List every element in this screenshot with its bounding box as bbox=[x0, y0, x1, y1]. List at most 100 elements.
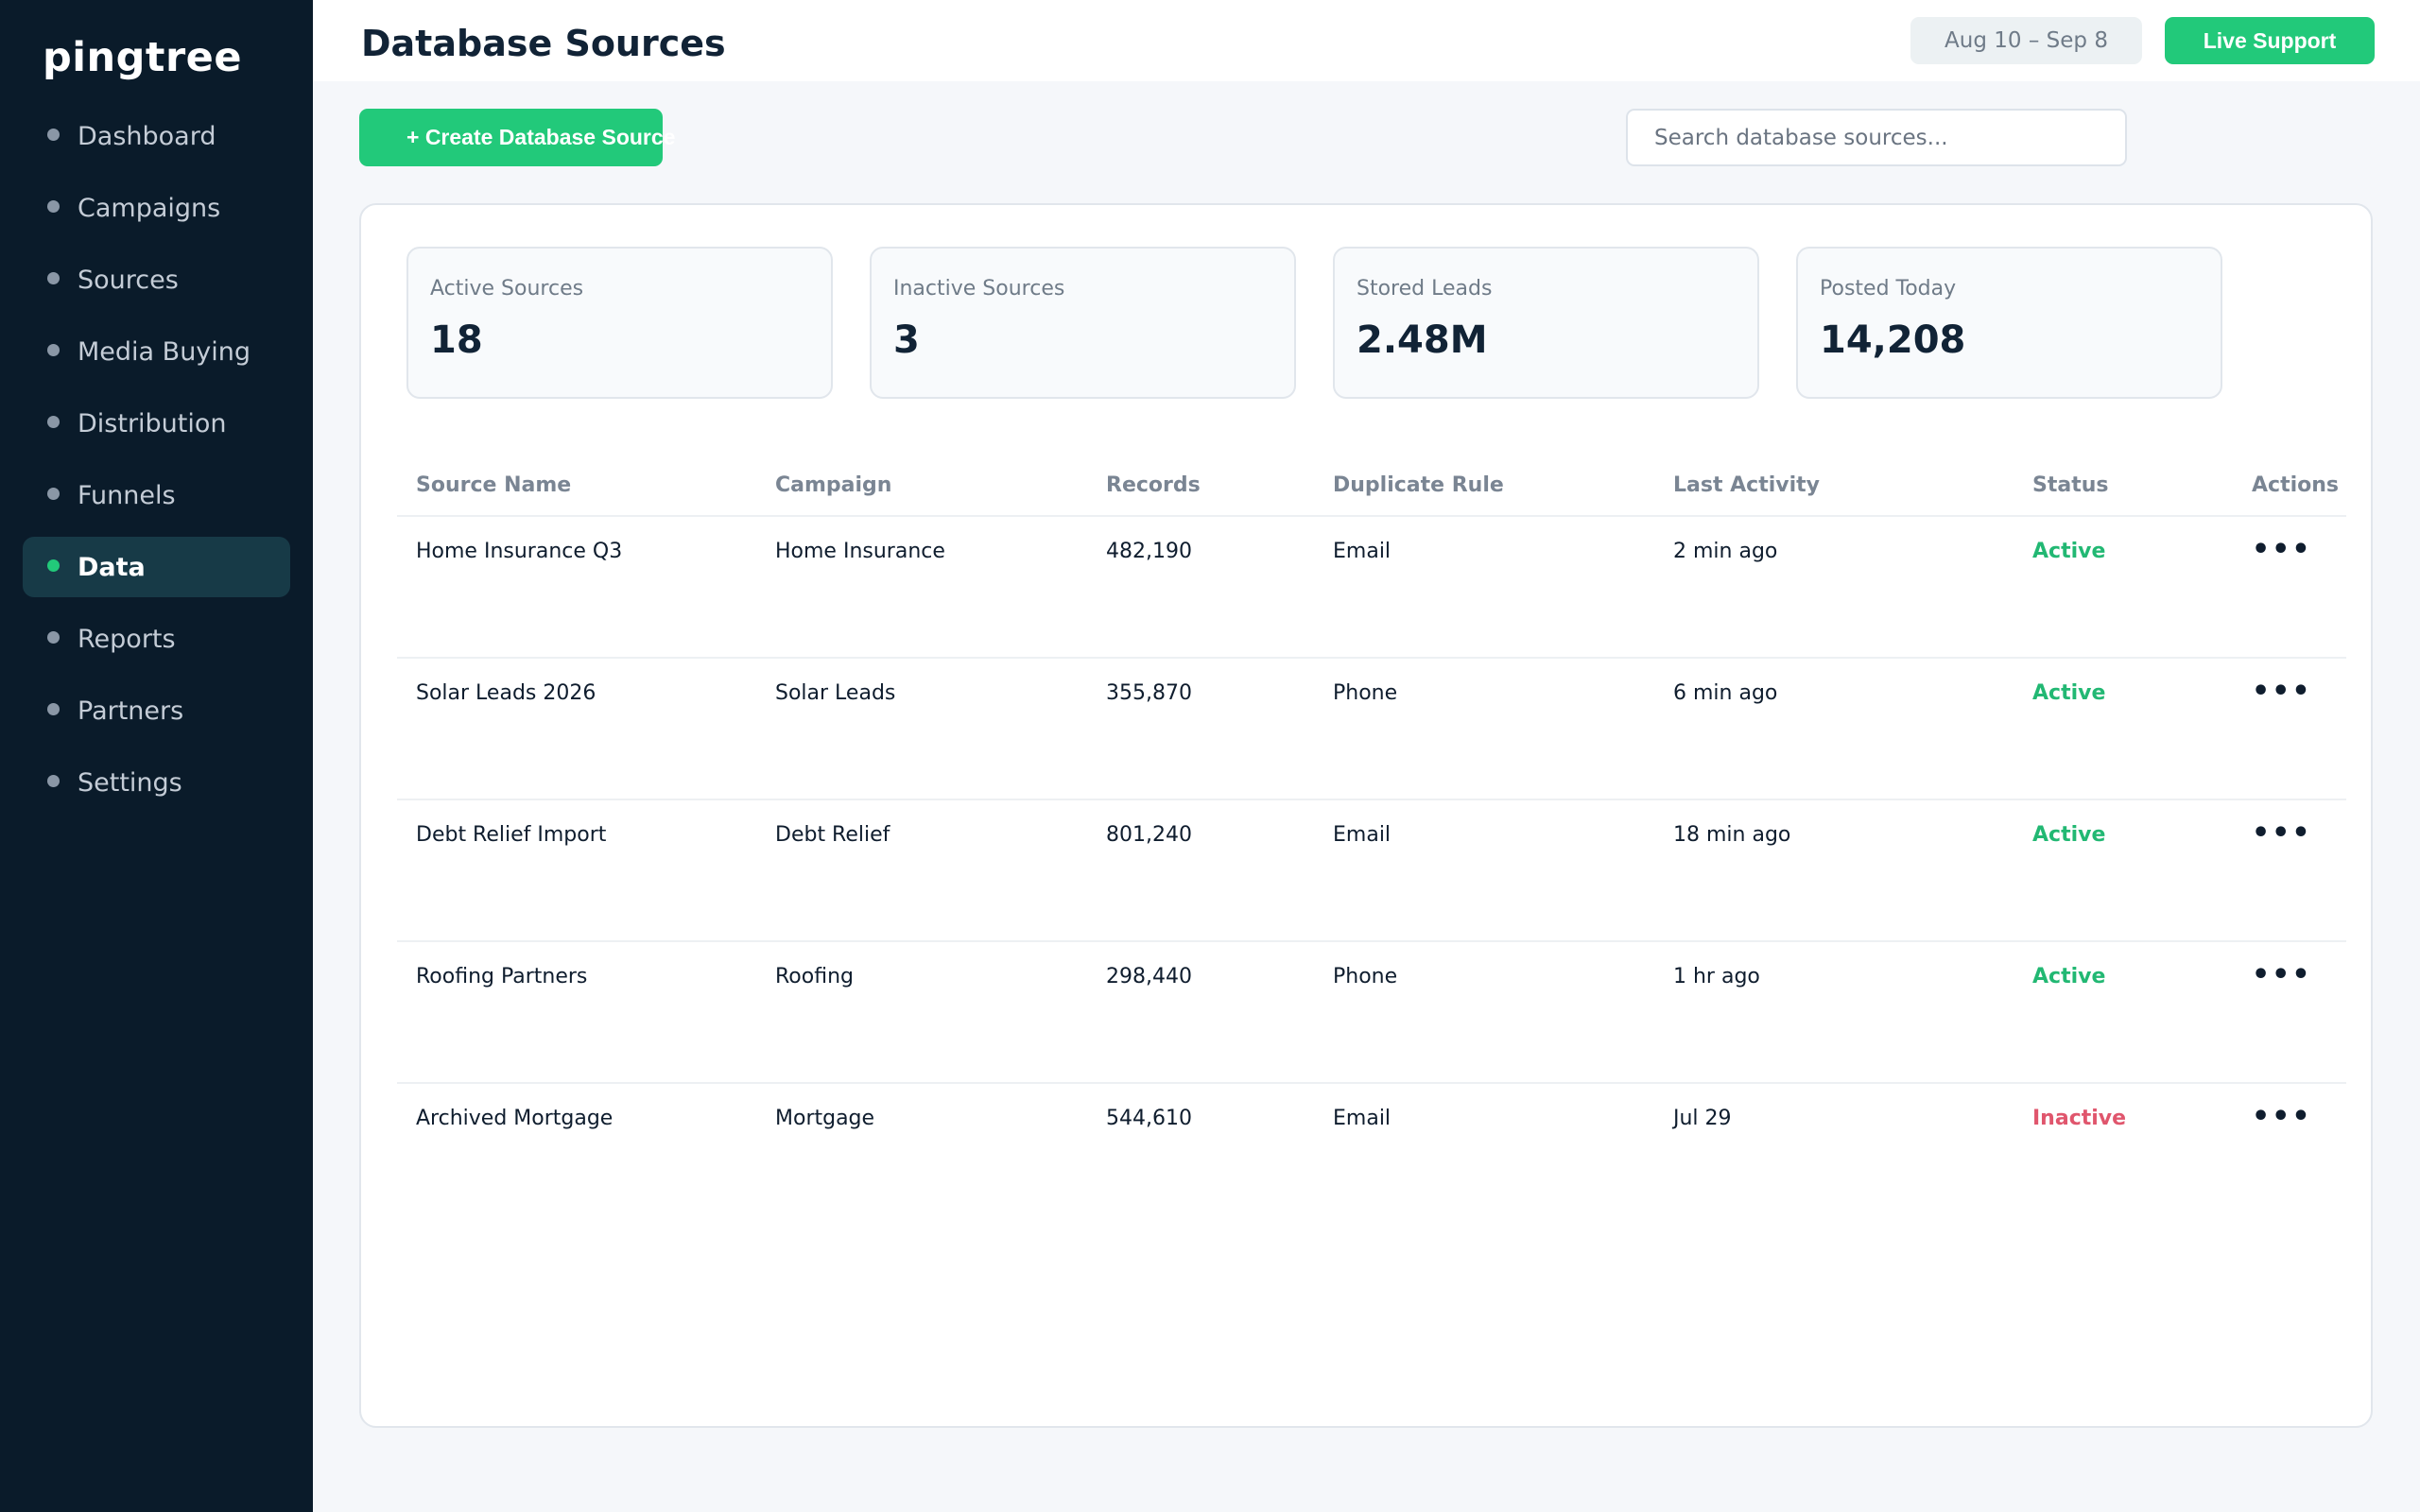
bullet-icon bbox=[47, 200, 60, 213]
stat-card-inactive-sources: Inactive Sources 3 bbox=[870, 247, 1296, 399]
sidebar-item-sources[interactable]: Sources bbox=[23, 249, 290, 310]
sidebar-item-label: Sources bbox=[78, 265, 179, 295]
column-header-campaign[interactable]: Campaign bbox=[775, 473, 892, 497]
cell-last-activity: 6 min ago bbox=[1673, 681, 1778, 705]
database-sources-table: Source Name Campaign Records Duplicate R… bbox=[397, 451, 2346, 1226]
sidebar-item-data[interactable]: Data bbox=[23, 537, 290, 597]
sidebar-item-media-buying[interactable]: Media Buying bbox=[23, 321, 290, 382]
cell-duplicate-rule: Email bbox=[1333, 1107, 1392, 1130]
cell-last-activity: 1 hr ago bbox=[1673, 965, 1760, 988]
status-badge: Inactive bbox=[2032, 1107, 2127, 1130]
sidebar-item-partners[interactable]: Partners bbox=[23, 680, 290, 741]
sidebar-item-label: Dashboard bbox=[78, 121, 216, 151]
database-sources-card: Active Sources 18 Inactive Sources 3 Sto… bbox=[359, 203, 2373, 1428]
cell-campaign: Mortgage bbox=[775, 1107, 875, 1130]
stat-value: 18 bbox=[430, 318, 483, 362]
date-range-picker[interactable]: Aug 10 – Sep 8 bbox=[1910, 17, 2142, 64]
bullet-icon bbox=[47, 344, 60, 356]
sidebar-nav: Dashboard Campaigns Sources Media Buying… bbox=[23, 106, 290, 824]
table-row[interactable]: Debt Relief Import Debt Relief 801,240 E… bbox=[397, 800, 2346, 942]
sidebar-item-settings[interactable]: Settings bbox=[23, 752, 290, 813]
sidebar-item-label: Settings bbox=[78, 767, 182, 798]
stat-label: Active Sources bbox=[430, 277, 584, 301]
sidebar-item-dashboard[interactable]: Dashboard bbox=[23, 106, 290, 166]
stat-card-posted-today: Posted Today 14,208 bbox=[1796, 247, 2222, 399]
cell-source-name: Debt Relief Import bbox=[416, 823, 607, 847]
bullet-icon bbox=[47, 703, 60, 715]
bullet-icon bbox=[47, 631, 60, 644]
cell-last-activity: 2 min ago bbox=[1673, 540, 1778, 563]
search-input[interactable] bbox=[1626, 109, 2127, 166]
cell-records: 355,870 bbox=[1106, 681, 1192, 705]
sidebar-item-label: Funnels bbox=[78, 480, 176, 510]
status-badge: Active bbox=[2032, 540, 2106, 563]
stat-label: Inactive Sources bbox=[893, 277, 1065, 301]
cell-source-name: Solar Leads 2026 bbox=[416, 681, 596, 705]
sidebar-item-label: Media Buying bbox=[78, 336, 251, 367]
table-row[interactable]: Solar Leads 2026 Solar Leads 355,870 Pho… bbox=[397, 659, 2346, 800]
stat-card-active-sources: Active Sources 18 bbox=[406, 247, 833, 399]
stat-label: Posted Today bbox=[1820, 277, 1957, 301]
cell-campaign: Debt Relief bbox=[775, 823, 890, 847]
cell-duplicate-rule: Email bbox=[1333, 823, 1392, 847]
bullet-icon bbox=[47, 775, 60, 787]
cell-campaign: Roofing bbox=[775, 965, 854, 988]
app-logo: pingtree bbox=[43, 34, 243, 81]
sidebar-item-label: Data bbox=[78, 552, 146, 582]
sidebar-item-funnels[interactable]: Funnels bbox=[23, 465, 290, 525]
column-header-records[interactable]: Records bbox=[1106, 473, 1201, 497]
column-header-duplicate-rule[interactable]: Duplicate Rule bbox=[1333, 473, 1504, 497]
stat-value: 14,208 bbox=[1820, 318, 1966, 362]
status-badge: Active bbox=[2032, 681, 2106, 705]
table-header: Source Name Campaign Records Duplicate R… bbox=[397, 451, 2346, 517]
more-actions-icon[interactable]: ••• bbox=[2252, 533, 2312, 566]
bullet-icon bbox=[47, 129, 60, 141]
cell-source-name: Home Insurance Q3 bbox=[416, 540, 623, 563]
bullet-icon bbox=[47, 272, 60, 284]
more-actions-icon[interactable]: ••• bbox=[2252, 675, 2312, 708]
cell-records: 482,190 bbox=[1106, 540, 1192, 563]
cell-duplicate-rule: Email bbox=[1333, 540, 1392, 563]
more-actions-icon[interactable]: ••• bbox=[2252, 816, 2312, 850]
sidebar-item-campaigns[interactable]: Campaigns bbox=[23, 178, 290, 238]
bullet-icon bbox=[47, 559, 60, 572]
cell-source-name: Roofing Partners bbox=[416, 965, 588, 988]
bullet-icon bbox=[47, 416, 60, 428]
table-row[interactable]: Home Insurance Q3 Home Insurance 482,190… bbox=[397, 517, 2346, 659]
live-support-button[interactable]: Live Support bbox=[2165, 17, 2375, 64]
status-badge: Active bbox=[2032, 823, 2106, 847]
cell-duplicate-rule: Phone bbox=[1333, 681, 1398, 705]
sidebar-item-distribution[interactable]: Distribution bbox=[23, 393, 290, 454]
stat-value: 3 bbox=[893, 318, 920, 362]
create-database-source-button[interactable]: + Create Database Source bbox=[359, 109, 675, 166]
column-header-status[interactable]: Status bbox=[2032, 473, 2109, 497]
more-actions-icon[interactable]: ••• bbox=[2252, 1100, 2312, 1133]
status-badge: Active bbox=[2032, 965, 2106, 988]
column-header-last-activity[interactable]: Last Activity bbox=[1673, 473, 1820, 497]
column-header-actions: Actions bbox=[2252, 473, 2339, 497]
cell-records: 544,610 bbox=[1106, 1107, 1192, 1130]
cell-campaign: Solar Leads bbox=[775, 681, 896, 705]
column-header-source-name[interactable]: Source Name bbox=[416, 473, 572, 497]
sidebar-item-label: Partners bbox=[78, 696, 184, 726]
table-row[interactable]: Roofing Partners Roofing 298,440 Phone 1… bbox=[397, 942, 2346, 1084]
cell-campaign: Home Insurance bbox=[775, 540, 945, 563]
stat-card-stored-leads: Stored Leads 2.48M bbox=[1333, 247, 1759, 399]
cell-duplicate-rule: Phone bbox=[1333, 965, 1398, 988]
page-title: Database Sources bbox=[361, 23, 726, 64]
stat-value: 2.48M bbox=[1357, 318, 1488, 362]
cell-last-activity: Jul 29 bbox=[1673, 1107, 1732, 1130]
top-bar: Database Sources Aug 10 – Sep 8 Live Sup… bbox=[313, 0, 2420, 81]
table-row[interactable]: Archived Mortgage Mortgage 544,610 Email… bbox=[397, 1084, 2346, 1226]
cell-records: 801,240 bbox=[1106, 823, 1192, 847]
sidebar: pingtree Dashboard Campaigns Sources Med… bbox=[0, 0, 313, 1512]
sidebar-item-label: Campaigns bbox=[78, 193, 221, 223]
cell-source-name: Archived Mortgage bbox=[416, 1107, 614, 1130]
cell-last-activity: 18 min ago bbox=[1673, 823, 1791, 847]
bullet-icon bbox=[47, 488, 60, 500]
stat-label: Stored Leads bbox=[1357, 277, 1493, 301]
sidebar-item-reports[interactable]: Reports bbox=[23, 609, 290, 669]
more-actions-icon[interactable]: ••• bbox=[2252, 958, 2312, 991]
sidebar-item-label: Reports bbox=[78, 624, 176, 654]
sidebar-item-label: Distribution bbox=[78, 408, 227, 438]
